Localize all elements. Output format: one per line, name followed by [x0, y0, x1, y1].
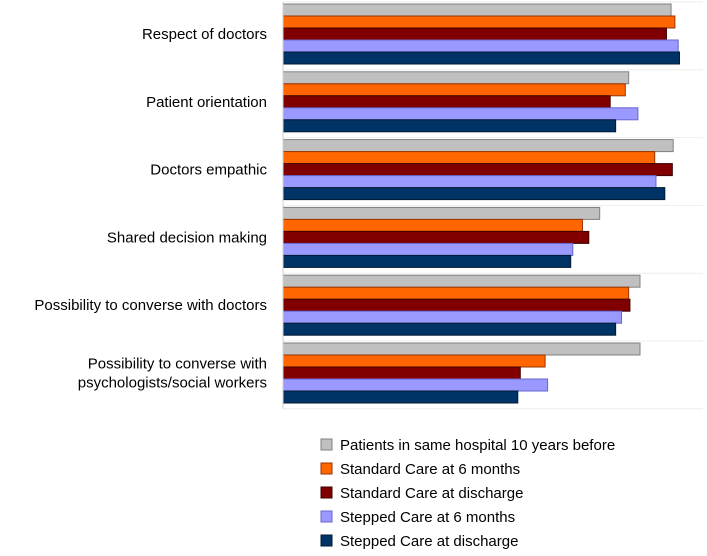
bar-4-5: [282, 310, 623, 324]
bar-1-6: [282, 342, 641, 356]
legend-item: Stepped Care at 6 months: [320, 509, 515, 526]
category-label: Possibility to converse with psychologist…: [78, 356, 267, 392]
bar-3-5: [282, 298, 631, 312]
category-label: Doctors empathic: [150, 162, 267, 179]
category-label-line: Possibility to converse with: [88, 356, 267, 373]
bar-2-2: [282, 83, 626, 97]
bar-2-4: [282, 218, 583, 232]
legend-item: Patients in same hospital 10 years befor…: [320, 437, 615, 454]
bar-3-1: [282, 27, 667, 41]
bar-4-6: [282, 378, 549, 392]
plot-area: [282, 1, 703, 410]
legend-swatch: [320, 486, 333, 499]
bar-5-5: [282, 322, 617, 336]
bar-4-3: [282, 175, 657, 189]
bar-5-4: [282, 254, 572, 268]
bar-3-6: [282, 366, 521, 380]
legend-swatch: [320, 510, 333, 523]
category-label: Patient orientation: [146, 94, 267, 111]
legend-item: Stepped Care at discharge: [320, 533, 518, 550]
bar-2-6: [282, 354, 546, 368]
legend-label: Patients in same hospital 10 years befor…: [340, 437, 615, 454]
bar-5-3: [282, 187, 666, 201]
legend: Patients in same hospital 10 years befor…: [320, 437, 615, 550]
bar-1-1: [282, 3, 672, 17]
category-label: Shared decision making: [107, 229, 267, 246]
bar-4-2: [282, 107, 639, 121]
bar-1-5: [282, 274, 641, 288]
bar-4-1: [282, 39, 679, 53]
bar-2-3: [282, 151, 656, 165]
category-label-line: Shared decision making: [107, 229, 267, 246]
category-label-line: Respect of doctors: [142, 26, 267, 43]
bar-3-3: [282, 163, 673, 177]
category-labels: Respect of doctors Patient orientation Doc…: [34, 26, 267, 392]
category-label: Possibility to converse with doctors: [34, 297, 267, 314]
bar-1-4: [282, 206, 601, 220]
legend-label: Standard Care at discharge: [340, 485, 523, 502]
category-label-line: Possibility to converse with doctors: [34, 297, 267, 314]
bar-2-1: [282, 15, 676, 29]
legend-label: Stepped Care at 6 months: [340, 509, 515, 526]
legend-item: Standard Care at 6 months: [320, 461, 520, 478]
category-label-line: Patient orientation: [146, 94, 267, 111]
bar-3-2: [282, 95, 611, 109]
legend-swatch: [320, 438, 333, 451]
bar-1-3: [282, 139, 674, 153]
bar-4-4: [282, 242, 574, 256]
bar-5-6: [282, 390, 519, 404]
category-label-line: Doctors empathic: [150, 162, 267, 179]
bar-5-1: [282, 51, 680, 65]
bar-5-2: [282, 119, 617, 133]
category-label-line: psychologists/social workers: [78, 375, 267, 392]
bar-1-2: [282, 71, 630, 85]
legend-swatch: [320, 534, 333, 547]
category-label: Respect of doctors: [142, 26, 267, 43]
bar-3-4: [282, 230, 590, 244]
legend-label: Standard Care at 6 months: [340, 461, 520, 478]
bar-2-5: [282, 286, 630, 300]
legend-item: Standard Care at discharge: [320, 485, 523, 502]
legend-label: Stepped Care at discharge: [340, 533, 518, 550]
legend-swatch: [320, 462, 333, 475]
